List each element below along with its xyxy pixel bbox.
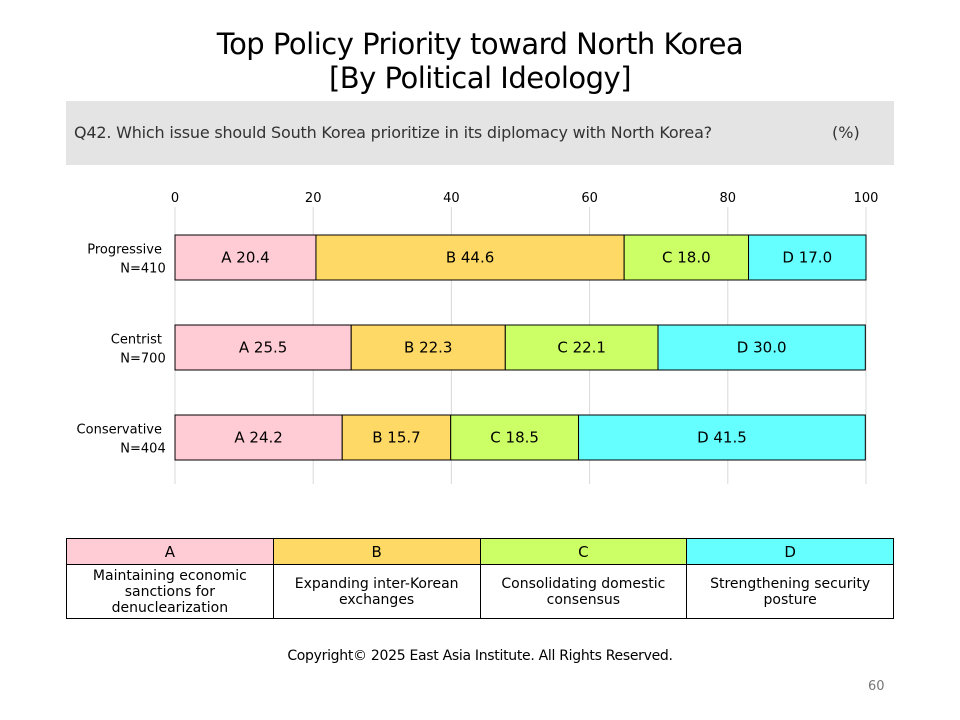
bar-segment-conservative-c [450, 414, 580, 461]
legend-description-c: Consolidating domestic consensus [479, 564, 688, 619]
x-tick-label-20: 20 [305, 191, 322, 206]
stacked-bar-chart: 0 20 40 60 80 100 Progressive N=410 Centrist N=70… [77, 191, 879, 484]
x-tick-label-100: 100 [854, 191, 879, 206]
copyright-notice: Copyright© 2025 East Asia Institute. All… [287, 648, 673, 664]
legend-description-a: Maintaining economic sanctions for denuc… [66, 564, 274, 619]
data-label-progressive-b: B 44.6 [446, 249, 494, 267]
category-label-centrist: Centrist [111, 333, 162, 348]
bar-segment-progressive-d [748, 234, 867, 281]
data-label-conservative-b: B 15.7 [372, 429, 420, 447]
legend-letter-a: A [66, 538, 274, 565]
legend-letter-b: B [272, 538, 481, 565]
data-label-centrist-b: B 22.3 [404, 339, 452, 357]
question-banner: Q42. Which issue should South Korea prio… [66, 101, 894, 165]
x-tick-label-0: 0 [171, 191, 179, 206]
category-n-conservative: N=404 [120, 442, 165, 457]
page-number: 60 [868, 679, 885, 694]
bar-segment-progressive-b [315, 234, 625, 281]
category-label-conservative: Conservative [77, 423, 162, 438]
data-label-conservative-c: C 18.5 [490, 429, 539, 447]
data-label-centrist-a: A 25.5 [239, 339, 287, 357]
legend-letter-d: D [686, 538, 894, 565]
data-label-progressive-d: D 17.0 [782, 249, 832, 267]
unit-label: (%) [832, 123, 860, 142]
category-n-centrist: N=700 [120, 352, 165, 367]
legend-description-d: Strengthening security posture [686, 564, 894, 619]
title-line-1: Top Policy Priority toward North Korea [216, 27, 744, 61]
x-tick-label-40: 40 [443, 191, 460, 206]
legend-description-b: Expanding inter-Korean exchanges [272, 564, 481, 619]
data-label-conservative-a: A 24.2 [234, 429, 282, 447]
bar-segment-centrist-d [657, 324, 866, 371]
legend-description-row: Maintaining economic sanctions for denuc… [66, 564, 894, 619]
data-label-conservative-d: D 41.5 [697, 429, 747, 447]
x-tick-label-60: 60 [581, 191, 598, 206]
bar-segment-conservative-b [341, 414, 452, 461]
data-label-progressive-a: A 20.4 [221, 249, 269, 267]
bar-segment-conservative-a [174, 414, 343, 461]
legend-table: A B C D Maintaining economic sanctions f… [66, 538, 894, 619]
legend-header-row: A B C D [66, 538, 894, 565]
bar-segment-conservative-d [578, 414, 866, 461]
data-label-centrist-d: D 30.0 [737, 339, 787, 357]
legend-letter-c: C [479, 538, 688, 565]
question-text: Q42. Which issue should South Korea prio… [74, 123, 712, 142]
data-label-progressive-c: C 18.0 [662, 249, 711, 267]
bar-segment-centrist-b [350, 324, 506, 371]
title-line-2: [By Political Ideology] [328, 61, 632, 95]
data-label-centrist-c: C 22.1 [557, 339, 606, 357]
x-tick-label-80: 80 [720, 191, 737, 206]
bar-segment-centrist-c [504, 324, 659, 371]
category-label-progressive: Progressive [87, 243, 162, 258]
category-n-progressive: N=410 [120, 262, 165, 277]
bar-segment-centrist-a [174, 324, 352, 371]
